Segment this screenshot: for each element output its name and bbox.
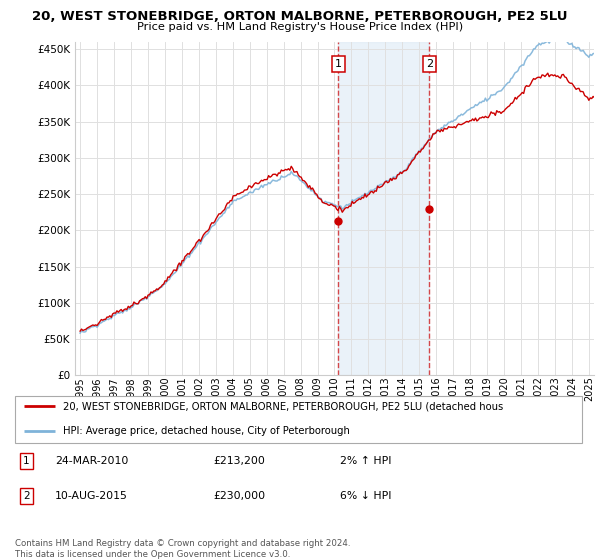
Text: £230,000: £230,000	[214, 491, 266, 501]
Text: 24-MAR-2010: 24-MAR-2010	[55, 456, 128, 465]
Text: 6% ↓ HPI: 6% ↓ HPI	[340, 491, 392, 501]
Text: 2% ↑ HPI: 2% ↑ HPI	[340, 456, 392, 465]
Text: Price paid vs. HM Land Registry's House Price Index (HPI): Price paid vs. HM Land Registry's House …	[137, 22, 463, 32]
Text: HPI: Average price, detached house, City of Peterborough: HPI: Average price, detached house, City…	[62, 426, 350, 436]
Text: 1: 1	[23, 456, 30, 465]
Text: 1: 1	[335, 59, 342, 69]
Text: 2: 2	[426, 59, 433, 69]
FancyBboxPatch shape	[15, 396, 582, 442]
Text: 2: 2	[23, 491, 30, 501]
Text: 10-AUG-2015: 10-AUG-2015	[55, 491, 128, 501]
Bar	[338, 42, 430, 375]
Text: 20, WEST STONEBRIDGE, ORTON MALBORNE, PETERBOROUGH, PE2 5LU: 20, WEST STONEBRIDGE, ORTON MALBORNE, PE…	[32, 10, 568, 23]
Text: Contains HM Land Registry data © Crown copyright and database right 2024.
This d: Contains HM Land Registry data © Crown c…	[15, 539, 350, 559]
Text: 20, WEST STONEBRIDGE, ORTON MALBORNE, PETERBOROUGH, PE2 5LU (detached hous: 20, WEST STONEBRIDGE, ORTON MALBORNE, PE…	[62, 402, 503, 412]
Text: £213,200: £213,200	[214, 456, 265, 465]
